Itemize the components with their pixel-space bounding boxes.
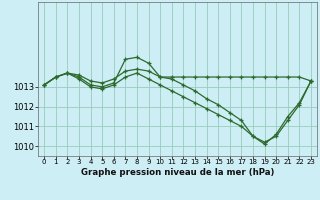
X-axis label: Graphe pression niveau de la mer (hPa): Graphe pression niveau de la mer (hPa) [81, 168, 274, 177]
